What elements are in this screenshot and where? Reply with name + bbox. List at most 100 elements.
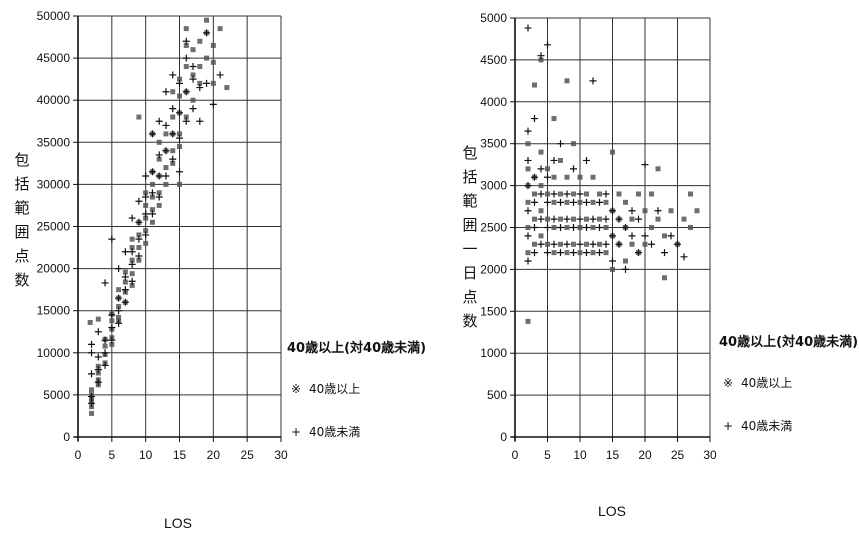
chart2-y-tick-label: 5000	[480, 11, 507, 25]
chart2-x-tick-label: 30	[703, 448, 717, 462]
chart2-point-under40	[524, 182, 532, 190]
chart1-point-over40	[210, 59, 216, 65]
chart2-point-over40	[597, 216, 602, 222]
chart1-point-over40	[190, 47, 196, 53]
chart1-y-tick-label: 15000	[37, 304, 71, 318]
chart2-point-over40	[551, 199, 557, 205]
chart1-point-under40	[88, 349, 96, 357]
chart1-point-over40	[197, 80, 203, 86]
chart1-point-under40	[94, 366, 102, 374]
chart1-point-over40	[204, 55, 210, 61]
chart1-point-under40	[176, 109, 183, 117]
chart1-point-over40	[143, 190, 149, 196]
chart1-point-over40	[156, 190, 162, 196]
chart2-point-under40	[609, 232, 616, 240]
chart2-point-over40	[610, 266, 615, 272]
chart2-point-over40	[616, 191, 622, 197]
chart2-legend-label: 40歳以上	[741, 376, 792, 390]
chart1-point-under40	[121, 298, 129, 306]
chart2-point-over40	[577, 174, 583, 180]
chart1-point-over40	[143, 240, 149, 246]
chart2-point-over40	[590, 174, 596, 180]
chart1-point-under40	[142, 231, 150, 239]
chart1-x-tick-label: 25	[240, 448, 254, 462]
chart1-point-under40	[182, 37, 190, 45]
chart1-x-tick-label: 10	[139, 448, 153, 462]
chart2-point-under40	[622, 265, 629, 273]
chart2-point-over40	[668, 208, 674, 214]
chart1-point-over40	[129, 245, 135, 251]
chart2-point-over40	[584, 216, 589, 222]
chart2-point-over40	[571, 141, 576, 147]
chart1-point-over40	[183, 114, 189, 120]
chart1-point-under40	[182, 117, 190, 125]
chart2-point-under40	[576, 190, 584, 198]
chart1-point-under40	[155, 193, 163, 201]
chart2-point-under40	[641, 232, 649, 240]
chart2-point-under40	[544, 224, 551, 231]
chart1-point-under40	[108, 324, 116, 332]
chart2-point-under40	[596, 224, 603, 231]
chart2-point-under40	[524, 232, 532, 240]
chart2-point-under40	[524, 156, 532, 164]
chart2-point-under40	[602, 215, 610, 223]
chart2-point-over40	[525, 166, 531, 172]
chart2-point-under40	[531, 173, 538, 181]
chart1-point-under40	[121, 286, 129, 294]
chart2-point-over40	[532, 241, 537, 247]
chart1-point-over40	[156, 202, 162, 208]
chart1-point-over40	[149, 194, 155, 200]
chart2-point-under40	[563, 240, 571, 248]
chart1-point-under40	[128, 248, 136, 256]
chart1-point-over40	[136, 114, 142, 120]
chart1-point-over40	[116, 287, 122, 293]
chart1-y-tick-label: 5000	[43, 388, 70, 402]
chart2-point-under40	[635, 249, 642, 257]
chart1-point-under40	[142, 210, 150, 218]
chart2-y-tick-label: 4000	[480, 95, 507, 109]
chart1-point-over40	[143, 228, 149, 234]
chart1-point-under40	[169, 155, 177, 163]
chart2-point-under40	[583, 224, 590, 231]
chart2-point-under40	[557, 198, 564, 206]
chart2-point-under40	[537, 165, 545, 173]
chart1-point-over40	[109, 341, 115, 347]
chart1-point-over40	[170, 89, 176, 95]
chart2-point-under40	[615, 240, 623, 248]
chart1-point-under40	[88, 340, 96, 348]
chart2-y-axis-label-char: 括	[462, 168, 477, 186]
chart2-point-under40	[596, 249, 603, 257]
chart2-y-axis-label-char: 囲	[462, 216, 477, 234]
chart2-point-over40	[538, 233, 544, 239]
chart1-point-over40	[210, 42, 216, 48]
chart1-point-over40	[197, 38, 203, 44]
chart1-legend-title: 40歳以上(対40歳未満)	[287, 340, 426, 356]
chart2-point-over40	[532, 216, 537, 222]
chart2-point-under40	[570, 165, 577, 173]
chart1-y-axis-label-char: 括	[14, 175, 29, 193]
chart1-y-tick-label: 10000	[37, 346, 71, 360]
chart2-point-under40	[589, 77, 597, 85]
chart1-y-tick-label: 25000	[37, 220, 71, 234]
chart2-point-under40	[557, 224, 564, 231]
chart2-y-tick-label: 4500	[480, 53, 507, 67]
chart2-point-under40	[563, 215, 571, 223]
chart1-legend-label: 40歳未満	[309, 425, 360, 439]
chart2-x-tick-label: 15	[606, 448, 620, 462]
chart2-point-under40	[583, 249, 590, 257]
chart1-y-axis-label-char: 範	[14, 199, 29, 217]
chart2-point-over40	[564, 225, 570, 230]
chart1-x-tick-label: 5	[108, 448, 115, 462]
chart1-point-under40	[155, 117, 163, 125]
chart1-point-under40	[108, 311, 116, 319]
chart2-point-over40	[584, 191, 589, 197]
chart2-point-over40	[564, 174, 570, 180]
chart1-point-under40	[182, 88, 190, 96]
chart1-point-under40	[189, 75, 197, 83]
chart1-point-over40	[102, 343, 108, 349]
chart1-point-under40	[88, 393, 96, 401]
chart2-point-over40	[564, 199, 570, 205]
chart1-point-over40	[177, 76, 182, 82]
chart2-point-under40	[648, 240, 655, 248]
